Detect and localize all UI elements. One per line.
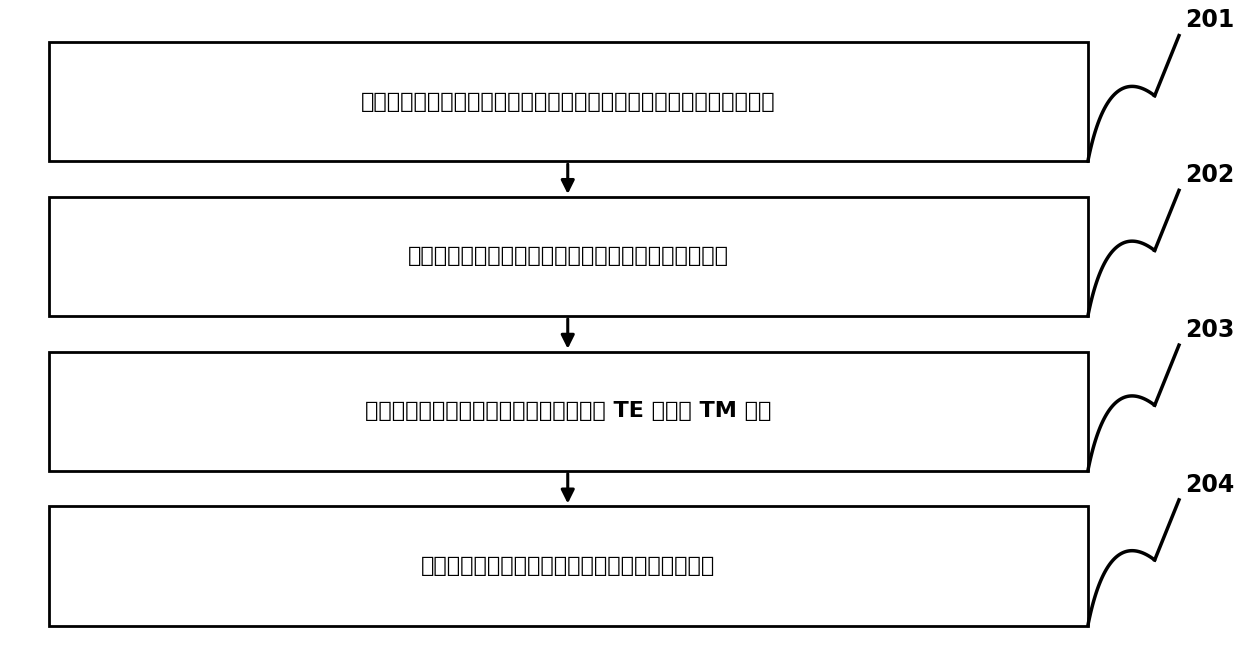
FancyBboxPatch shape (48, 197, 1087, 316)
Text: 将所述入射光从所述偏振分束器底面的纳米狭缝处射入: 将所述入射光从所述偏振分束器底面的纳米狭缝处射入 (408, 247, 729, 266)
Text: 201: 201 (1185, 9, 1234, 32)
Text: 203: 203 (1185, 318, 1235, 342)
FancyBboxPatch shape (48, 351, 1087, 471)
Text: 通过所述偏振分束器将所述入射光分解为 TE 模式和 TM 模式: 通过所述偏振分束器将所述入射光分解为 TE 模式和 TM 模式 (365, 401, 771, 421)
Text: 204: 204 (1185, 472, 1234, 497)
FancyBboxPatch shape (48, 42, 1087, 161)
Text: 202: 202 (1185, 163, 1234, 187)
FancyBboxPatch shape (48, 507, 1087, 626)
Text: 选择电场方向垂直或平行于纳米狭缝的线偏振紧聚焦高斯光作为入射光: 选择电场方向垂直或平行于纳米狭缝的线偏振紧聚焦高斯光作为入射光 (361, 91, 776, 112)
Text: 通过所述偏振分束器实现光的干涉相消和干涉相长: 通过所述偏振分束器实现光的干涉相消和干涉相长 (422, 556, 715, 576)
